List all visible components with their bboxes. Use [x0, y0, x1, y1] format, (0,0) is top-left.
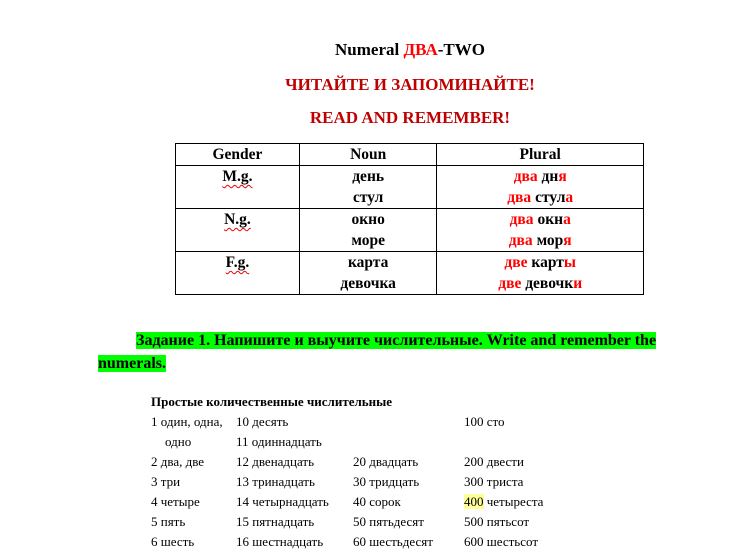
numeral-row: 3 три 13 тринадцать 30 тридцать 300 триста — [151, 472, 523, 492]
numeral-row: 1 один, одна, 10 десять 100 сто — [151, 412, 505, 432]
numeral-entry: 400 четыреста — [464, 492, 543, 512]
numeral-entry: 3 три — [151, 474, 181, 489]
plural-form: два моря — [437, 230, 643, 251]
red-ending: два — [507, 189, 532, 206]
stem: девочк — [521, 275, 574, 292]
subtitle-english: READ AND REMEMBER! — [309, 108, 511, 127]
gender-cell: F.g. — [175, 251, 300, 295]
numeral-entry: 16 шестнадцать — [236, 534, 324, 549]
numeral-word: четыреста — [483, 494, 544, 509]
document-title: Numeral ДВА-TWO — [98, 40, 722, 60]
numerals-heading: Простые количественные числительные — [151, 394, 393, 409]
gender-label: F.g. — [225, 254, 250, 271]
numeral-entry: 4 четыре — [151, 494, 200, 509]
numeral-entry: 5 пять — [151, 514, 186, 529]
column-header: Plural — [436, 143, 644, 166]
numeral-entry: 13 тринадцать — [236, 474, 315, 489]
numeral-row: 6 шесть 16 шестнадцать 60 шестьдесят 600 ше… — [151, 532, 538, 552]
red-ending: я — [563, 232, 572, 249]
numeral-entry: 1 один, одна, — [151, 414, 223, 429]
numeral-entry: 20 двадцать — [353, 454, 419, 469]
plural-cell: два дня два стула — [436, 165, 644, 209]
numeral-row: 4 четыре 14 четырнадцать 40 сорок 400 четыр… — [151, 492, 543, 512]
numeral-entry: 2 два, две — [151, 454, 205, 469]
noun: море — [351, 232, 385, 249]
column-header: Gender — [175, 143, 300, 166]
noun: стул — [352, 189, 384, 206]
title-red-part: ДВА — [403, 40, 438, 59]
numeral-entry: 6 шесть — [151, 534, 195, 549]
numeral-row: 2 два, две 12 двенадцать 20 двадцать 200 дв… — [151, 452, 524, 472]
numeral-entry: 600 шестьсот — [464, 534, 539, 549]
table-row: N.g. окно море два окна два моря — [175, 208, 644, 252]
gender-table: Gender Noun Plural M.g. день стул два дня два … — [175, 143, 644, 295]
plural-form: два дня — [437, 166, 643, 187]
numeral-entry: 300 триста — [464, 474, 524, 489]
numerals-list: Простые количественные числительные 1 од… — [151, 392, 543, 552]
red-ending: две — [504, 254, 528, 271]
noun-cell: карта девочка — [298, 251, 438, 295]
plural-form: две карты — [437, 252, 643, 273]
noun: карта — [347, 254, 389, 271]
table-row: F.g. карта девочка две карты две девочки — [175, 251, 644, 295]
column-header: Noun — [298, 143, 438, 166]
numeral-entry: 14 четырнадцать — [236, 494, 329, 509]
plural-cell: две карты две девочки — [436, 251, 644, 295]
stem: мор — [532, 232, 564, 249]
stem: стул — [531, 189, 566, 206]
numeral-entry: 12 двенадцать — [236, 454, 315, 469]
numeral-entry: 40 сорок — [353, 494, 401, 509]
numeral-row: 5 пять 15 пятнадцать 50 пятьдесят 500 пятьс… — [151, 512, 529, 532]
numeral-entry: 10 десять — [236, 414, 289, 429]
numeral-entry: 30 тридцать — [353, 474, 420, 489]
red-ending: два — [513, 168, 538, 185]
numeral-entry: 200 двести — [464, 454, 524, 469]
gender-cell: N.g. — [175, 208, 300, 252]
numeral-entry: одно — [165, 434, 192, 449]
numeral-entry: 500 пятьсот — [464, 514, 530, 529]
title-part: -TWO — [437, 40, 485, 59]
noun: девочка — [340, 275, 396, 292]
gender-cell: M.g. — [175, 165, 300, 209]
noun-cell: окно море — [298, 208, 438, 252]
red-ending: а — [565, 189, 574, 206]
task-text: Задание 1. Напишите и выучите числительн… — [98, 332, 657, 372]
plural-form: два стула — [437, 187, 643, 208]
red-ending: ы — [563, 254, 576, 271]
highlighted-number: 400 — [464, 494, 484, 509]
red-ending: и — [573, 275, 583, 292]
red-ending: два — [508, 232, 533, 249]
title-part: Numeral — [335, 40, 404, 59]
noun: день — [352, 168, 385, 185]
numeral-entry: 100 сто — [464, 414, 505, 429]
numeral-entry: 11 одиннадцать — [236, 434, 322, 449]
subtitle-russian: ЧИТАЙТЕ И ЗАПОМИНАЙТЕ! — [285, 75, 535, 94]
gender-label: N.g. — [224, 211, 251, 228]
stem: окн — [533, 211, 564, 228]
task-1: Задание 1. Напишите и выучите числительн… — [98, 329, 723, 375]
red-ending: две — [498, 275, 522, 292]
plural-form: два окна — [437, 209, 643, 230]
stem: карт — [527, 254, 564, 271]
noun-cell: день стул — [298, 165, 438, 209]
noun: окно — [351, 211, 385, 228]
numeral-entry: 15 пятнадцать — [236, 514, 315, 529]
numeral-entry: 60 шестьдесят — [353, 534, 433, 549]
numeral-entry: 50 пятьдесят — [353, 514, 424, 529]
table-row: M.g. день стул два дня два стула — [175, 165, 644, 209]
red-ending: а — [563, 211, 571, 228]
plural-form: две девочки — [437, 273, 643, 294]
stem: дн — [537, 168, 559, 185]
plural-cell: два окна два моря — [436, 208, 644, 252]
numeral-row: одно 11 одиннадцать — [151, 432, 392, 452]
red-ending: я — [558, 168, 567, 185]
red-ending: два — [509, 211, 534, 228]
gender-label: M.g. — [222, 168, 253, 185]
